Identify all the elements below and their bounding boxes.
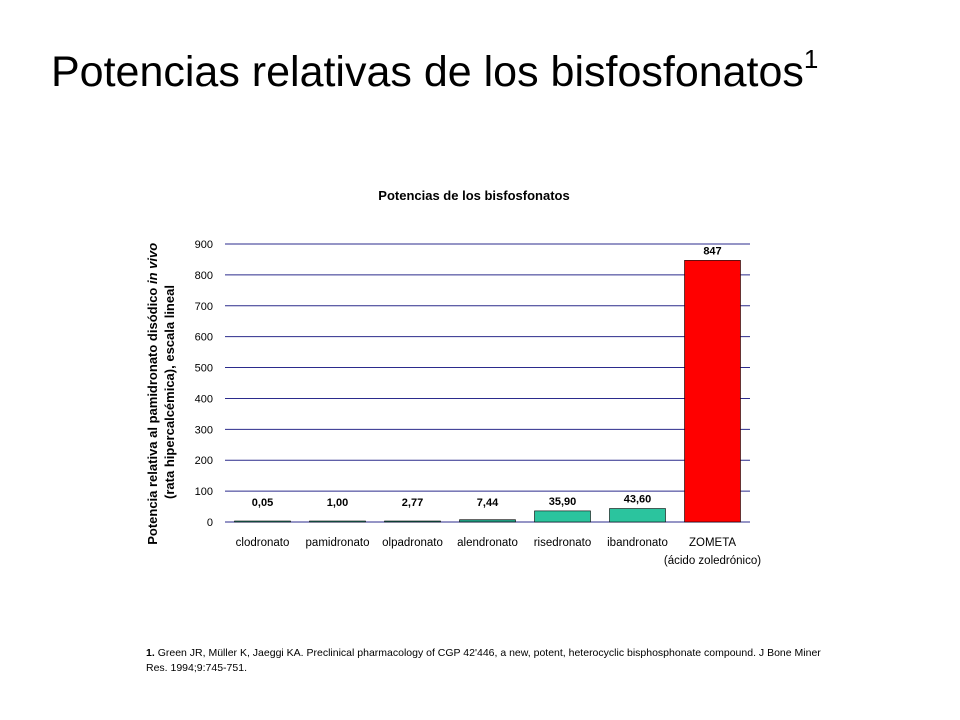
y-tick-label-600: 600	[195, 332, 213, 344]
y-tick-label-900: 900	[195, 239, 213, 251]
footnote-text: Green JR, Müller K, Jaeggi KA. Preclinic…	[146, 647, 821, 675]
y-tick-label-800: 800	[195, 270, 213, 282]
bar-clodronato	[234, 520, 291, 523]
y-axis-label: Potencia relativa al pamidronato disódic…	[145, 239, 177, 545]
data-label-olpadronato: 2,77	[402, 497, 423, 509]
bar-alendronato	[459, 519, 516, 523]
data-label-clodronato: 0,05	[252, 497, 273, 509]
y-axis-label-prefix: Potencia relativa al pamidronato disódic…	[145, 284, 160, 545]
x-tick-label-pamidronato: pamidronato	[306, 537, 370, 549]
data-label-alendronato: 7,44	[477, 497, 499, 509]
slide-title-text: Potencias relativas de los bisfosfonatos	[51, 48, 804, 96]
y-axis-label-line2: (rata hipercalcémica), escala lineal	[162, 285, 177, 499]
y-tick-label-400: 400	[195, 393, 213, 405]
x-tick-label-clodronato: clodronato	[236, 537, 290, 549]
x-tick-label-olpadronato: olpadronato	[382, 537, 443, 549]
x-tick-label-zometa: ZOMETA	[689, 537, 736, 549]
data-label-pamidronato: 1,00	[327, 497, 348, 509]
y-tick-label-0: 0	[207, 517, 213, 529]
slide-title: Potencias relativas de los bisfosfonatos…	[51, 44, 818, 97]
data-label-risedronato: 35,90	[549, 496, 577, 508]
data-label-zometa: 847	[703, 245, 721, 257]
y-tick-label-100: 100	[195, 486, 213, 498]
bar-olpadronato	[384, 520, 441, 523]
footnote: 1. Green JR, Müller K, Jaeggi KA. Precli…	[146, 646, 826, 676]
x-tick-label-alendronato: alendronato	[457, 537, 518, 549]
y-axis-label-line1: Potencia relativa al pamidronato disódic…	[145, 243, 160, 545]
x-tick-label-risedronato: risedronato	[534, 537, 592, 549]
bars	[234, 260, 741, 523]
data-labels: 0,05 1,00 2,77 7,44 35,90 43,60 847	[252, 245, 722, 509]
footnote-number: 1.	[146, 647, 155, 659]
bar-zometa	[684, 260, 741, 523]
y-tick-label-200: 200	[195, 455, 213, 467]
data-label-ibandronato: 43,60	[624, 494, 652, 506]
y-tick-label-500: 500	[195, 363, 213, 375]
x-tick-label-ibandronato: ibandronato	[607, 537, 668, 549]
bar-risedronato	[534, 510, 591, 523]
y-tick-label-300: 300	[195, 424, 213, 436]
chart-title: Potencias de los bisfosfonatos	[378, 188, 569, 203]
bar-pamidronato	[309, 520, 366, 523]
x-tick-sublabel-zometa: (ácido zoledrónico)	[664, 555, 761, 567]
slide-title-footnote-ref: 1	[803, 44, 819, 74]
gridlines	[225, 243, 750, 523]
y-axis-label-italic: in vivo	[145, 243, 160, 284]
y-tick-labels: 0 100 200 300 400 500 600 700 800 900	[195, 239, 213, 529]
x-tick-labels: clodronato pamidronato olpadronato alendron…	[236, 537, 762, 567]
bar-ibandronato	[609, 508, 666, 523]
y-tick-label-700: 700	[195, 301, 213, 313]
